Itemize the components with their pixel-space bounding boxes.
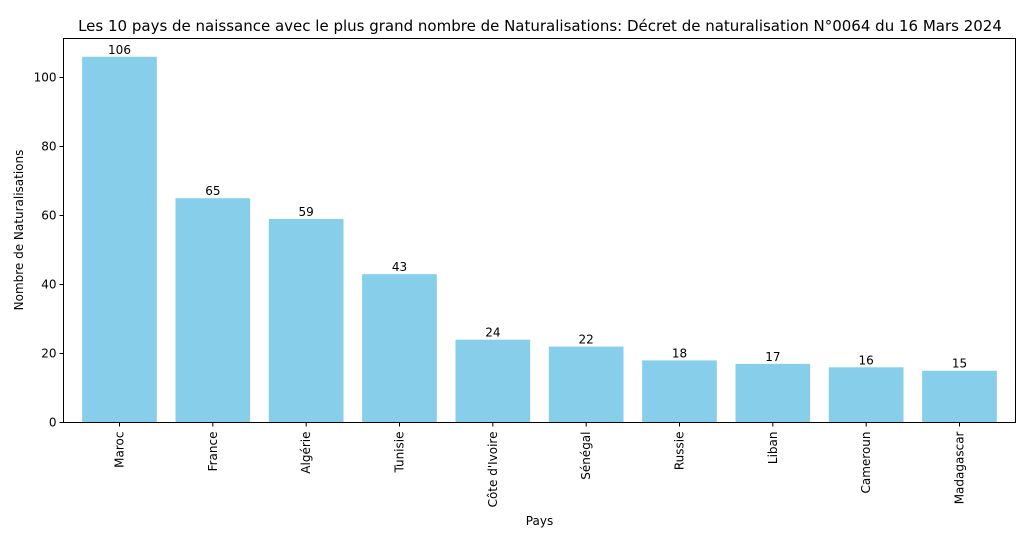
x-tick-label-1: France	[206, 432, 220, 472]
x-tick-label-3: Tunisie	[393, 432, 407, 474]
y-axis-ticks: 0 20 40 60 80 100	[34, 70, 64, 430]
y-tick-label-4: 80	[41, 139, 56, 153]
bar-3	[362, 274, 437, 423]
bar-2	[268, 218, 344, 423]
y-axis-label: Nombre de Naturalisations	[12, 150, 26, 311]
data-label-9: 15	[952, 357, 967, 371]
data-label-6: 18	[672, 346, 687, 360]
bar-7	[735, 363, 811, 423]
bar-5	[548, 346, 624, 423]
data-label-2: 59	[299, 205, 314, 219]
chart-title: Les 10 pays de naissance avec le plus gr…	[78, 17, 1002, 35]
x-tick-label-5: Sénégal	[579, 432, 593, 480]
x-tick-label-7: Liban	[766, 432, 780, 465]
data-label-4: 24	[485, 326, 500, 340]
bar-6	[642, 360, 717, 423]
data-label-3: 43	[392, 260, 407, 274]
bar-0	[82, 56, 157, 423]
data-labels-group: 106 65 59 43 24 22 18 17 16 15	[108, 43, 967, 371]
data-label-7: 17	[765, 350, 780, 364]
bar-1	[175, 198, 251, 423]
x-axis-ticks: Maroc France Algérie Tunisie Côte d'Ivoire Sé…	[113, 422, 967, 508]
x-tick-label-8: Cameroun	[859, 432, 873, 494]
bar-4	[455, 339, 531, 423]
x-tick-label-6: Russie	[673, 432, 687, 471]
x-axis-label: Pays	[526, 514, 553, 528]
data-label-1: 65	[205, 184, 220, 198]
x-tick-label-4: Côte d'Ivoire	[486, 432, 500, 508]
data-label-5: 22	[579, 333, 594, 347]
bar-9	[922, 370, 997, 423]
x-tick-label-2: Algérie	[299, 432, 313, 474]
y-tick-label-1: 20	[41, 346, 56, 360]
data-label-8: 16	[859, 353, 874, 367]
plot-frame	[63, 38, 1016, 423]
x-tick-label-0: Maroc	[113, 432, 127, 468]
y-tick-label-2: 40	[41, 277, 56, 291]
data-label-0: 106	[108, 43, 131, 57]
x-tick-label-9: Madagascar	[953, 431, 967, 504]
bars-group	[82, 56, 997, 423]
y-tick-label-0: 0	[49, 416, 57, 430]
y-tick-label-5: 100	[34, 70, 57, 84]
bar-8	[828, 367, 904, 423]
y-tick-label-3: 60	[41, 208, 56, 222]
